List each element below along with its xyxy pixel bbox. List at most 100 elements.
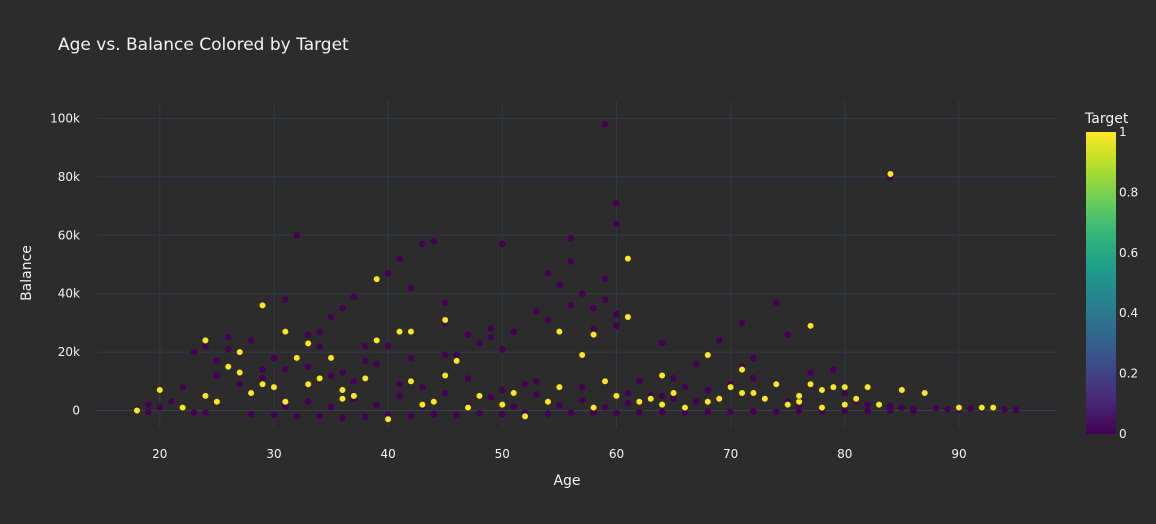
colorbar-tick-label: 0.2 — [1119, 367, 1138, 381]
point-target-1 — [236, 348, 244, 356]
point-target-1 — [281, 398, 289, 406]
point-target-1 — [327, 354, 335, 362]
point-target-0 — [784, 331, 792, 338]
point-target-1 — [373, 336, 381, 345]
point-target-0 — [419, 383, 426, 391]
point-target-1 — [806, 380, 815, 388]
point-target-1 — [590, 330, 598, 339]
point-target-0 — [693, 360, 700, 368]
point-target-1 — [978, 403, 986, 412]
point-target-0 — [327, 403, 335, 411]
x-tick-label: 60 — [609, 447, 624, 461]
point-target-0 — [590, 304, 597, 312]
point-target-1 — [989, 403, 997, 412]
point-target-0 — [864, 407, 871, 415]
point-target-0 — [202, 409, 209, 417]
point-target-0 — [624, 389, 632, 397]
point-target-0 — [304, 363, 312, 370]
point-target-0 — [498, 410, 506, 418]
point-target-0 — [190, 348, 198, 356]
point-target-1 — [441, 371, 449, 380]
point-target-0 — [476, 410, 483, 417]
point-target-1 — [829, 383, 837, 391]
point-target-1 — [669, 389, 678, 397]
point-target-0 — [304, 398, 312, 406]
point-target-1 — [704, 351, 712, 359]
point-target-0 — [635, 377, 643, 385]
point-target-0 — [327, 372, 335, 379]
point-target-1 — [407, 377, 415, 385]
point-target-0 — [145, 401, 152, 408]
point-target-1 — [510, 389, 518, 397]
point-target-0 — [373, 401, 381, 409]
point-target-1 — [658, 401, 666, 409]
point-target-1 — [338, 395, 347, 403]
point-target-0 — [898, 404, 906, 411]
point-target-0 — [887, 407, 894, 414]
colorbar-ticks: 0 0.2 0.4 0.6 0.8 1 — [1119, 125, 1138, 441]
colorbar-title: Target — [1084, 111, 1129, 127]
colorbar-tick-label: 0.6 — [1119, 246, 1138, 260]
point-target-1 — [555, 383, 563, 391]
point-target-0 — [361, 357, 369, 365]
point-target-0 — [498, 345, 506, 353]
point-target-0 — [544, 269, 552, 277]
point-target-0 — [270, 411, 278, 419]
point-target-1 — [361, 374, 369, 382]
point-target-1 — [395, 328, 404, 336]
point-target-0 — [441, 389, 449, 397]
point-target-1 — [258, 301, 267, 309]
point-target-0 — [293, 413, 301, 420]
point-target-1 — [852, 395, 860, 403]
point-target-1 — [304, 380, 312, 388]
point-target-0 — [601, 121, 609, 128]
point-target-1 — [270, 383, 278, 391]
colorbar-tick-label: 1 — [1119, 125, 1127, 139]
point-target-0 — [601, 296, 609, 303]
point-target-0 — [350, 293, 358, 300]
point-target-0 — [339, 369, 346, 376]
point-target-0 — [727, 408, 734, 416]
point-target-0 — [476, 340, 483, 347]
point-target-0 — [419, 240, 426, 248]
point-target-0 — [361, 342, 369, 350]
x-tick-label: 70 — [723, 447, 738, 461]
point-target-1 — [521, 412, 529, 420]
colorbar-tick-label: 0.4 — [1119, 306, 1138, 320]
point-target-1 — [338, 386, 347, 394]
point-target-1 — [818, 403, 826, 412]
point-target-0 — [498, 240, 506, 248]
point-target-0 — [750, 354, 757, 362]
point-target-1 — [886, 170, 895, 178]
point-target-0 — [704, 386, 712, 394]
point-target-1 — [544, 398, 552, 406]
point-target-0 — [635, 408, 643, 416]
point-target-1 — [624, 313, 632, 321]
point-target-0 — [396, 380, 403, 388]
point-target-1 — [430, 398, 438, 406]
point-target-0 — [750, 375, 757, 382]
point-target-0 — [224, 345, 232, 353]
point-target-0 — [464, 375, 472, 382]
point-target-1 — [475, 392, 484, 400]
point-target-0 — [681, 383, 689, 391]
y-axis-label: Balance — [19, 245, 35, 301]
point-target-0 — [304, 331, 312, 338]
y-tick-label: 20k — [58, 345, 80, 359]
point-target-1 — [201, 392, 210, 400]
point-target-0 — [601, 275, 609, 283]
point-target-1 — [441, 316, 449, 324]
x-tick-label: 30 — [266, 447, 281, 461]
point-target-0 — [350, 377, 358, 385]
point-target-1 — [795, 392, 803, 400]
point-target-0 — [521, 380, 529, 388]
point-target-1 — [133, 406, 141, 415]
point-target-1 — [224, 363, 232, 371]
point-target-0 — [750, 408, 757, 415]
y-tick-label: 60k — [58, 228, 80, 242]
point-target-0 — [453, 411, 460, 419]
point-target-0 — [430, 410, 438, 418]
point-target-1 — [681, 403, 689, 412]
point-target-0 — [316, 328, 323, 335]
